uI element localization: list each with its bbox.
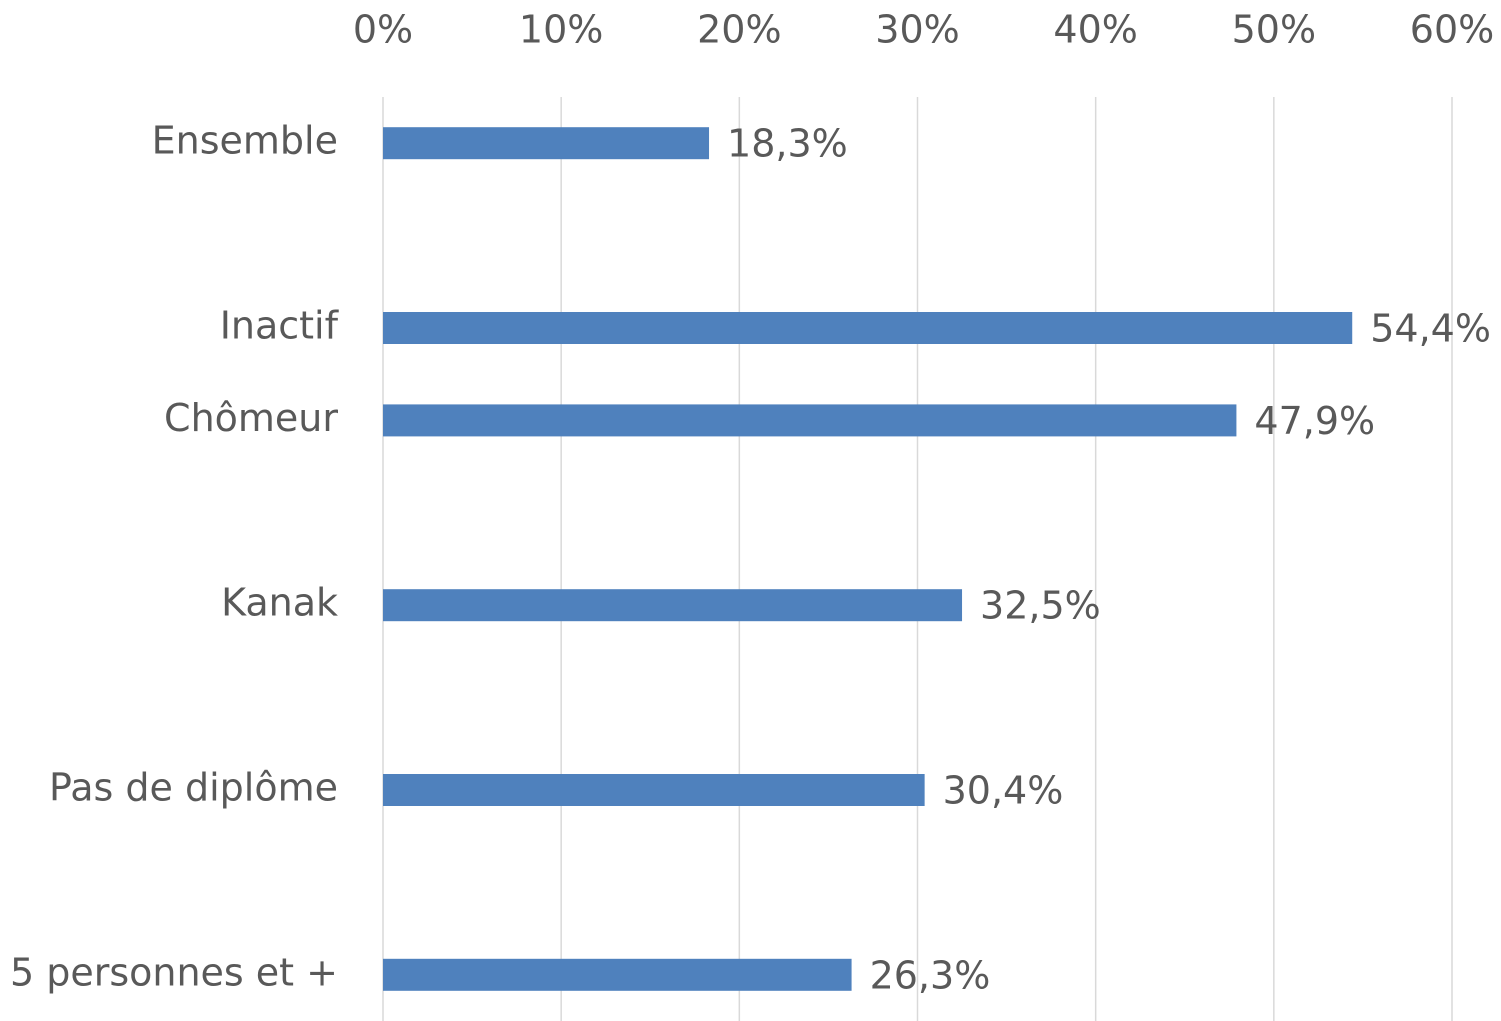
- bar: [383, 404, 1237, 437]
- y-tick-label: Pas de diplôme: [49, 766, 338, 810]
- data-label: 54,4%: [1370, 307, 1491, 351]
- data-label: 26,3%: [870, 953, 991, 997]
- data-label: 32,5%: [980, 584, 1101, 628]
- x-tick-label: 30%: [875, 8, 959, 52]
- bar: [383, 312, 1353, 344]
- bar: [383, 958, 852, 991]
- x-tick-label: 20%: [697, 8, 781, 52]
- y-tick-label: 5 personnes et +: [10, 950, 338, 994]
- y-tick-label: Kanak: [221, 581, 338, 625]
- y-tick-label: Chômeur: [164, 396, 338, 440]
- bar: [383, 589, 963, 622]
- data-label: 18,3%: [727, 122, 848, 166]
- y-tick-label: Inactif: [220, 304, 340, 348]
- data-label: 30,4%: [943, 769, 1064, 813]
- x-tick-label: 40%: [1053, 8, 1137, 52]
- data-label: 47,9%: [1254, 399, 1375, 443]
- x-tick-label: 0%: [353, 8, 413, 52]
- x-tick-label: 10%: [519, 8, 603, 52]
- y-tick-label: Ensemble: [152, 119, 338, 163]
- x-tick-label: 60%: [1410, 8, 1494, 52]
- x-tick-label: 50%: [1232, 8, 1316, 52]
- bar: [383, 774, 925, 806]
- bar: [383, 127, 710, 160]
